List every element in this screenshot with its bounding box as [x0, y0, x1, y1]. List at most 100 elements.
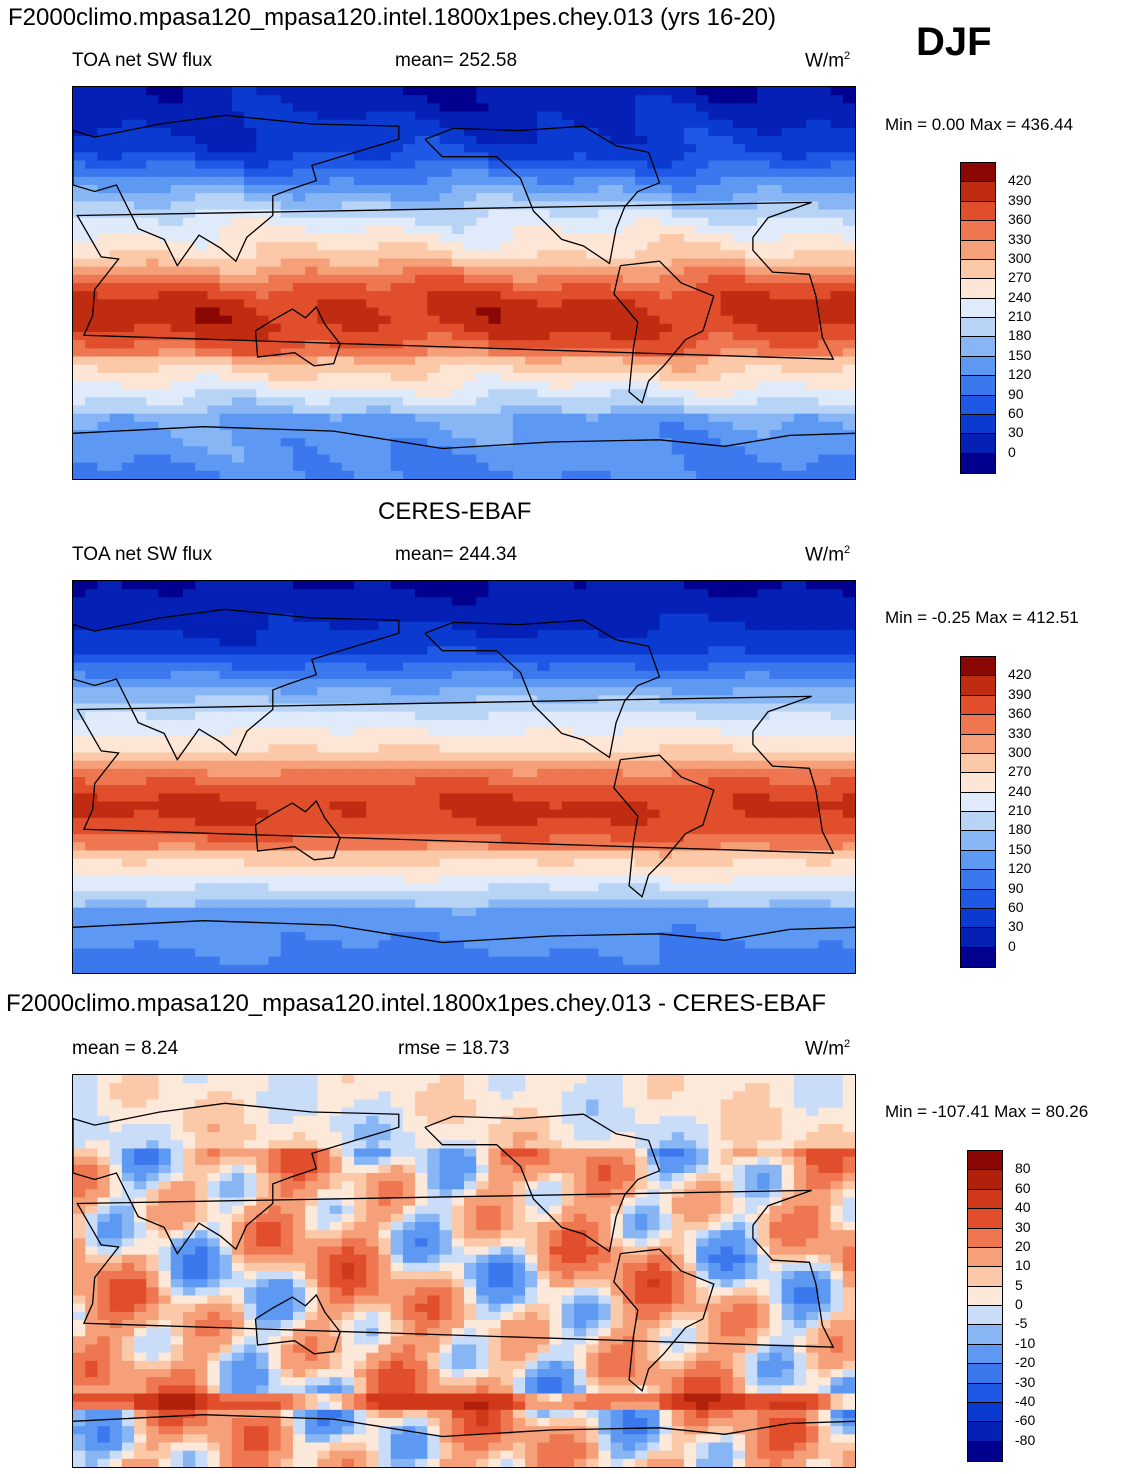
colorbar-tick-label: -10 — [1015, 1334, 1036, 1351]
panel3-colorbar — [967, 1150, 1003, 1462]
colorbar-tick-label: 30 — [1015, 1218, 1031, 1235]
colorbar-swatch — [961, 434, 995, 454]
colorbar-swatch — [961, 240, 995, 260]
coastline — [73, 1102, 400, 1255]
colorbar-swatch — [961, 259, 995, 280]
colorbar-tick-label: 420 — [1008, 666, 1032, 683]
coastline — [424, 125, 661, 265]
colorbar-swatch — [961, 734, 995, 754]
coastline — [254, 1293, 341, 1355]
colorbar-swatch — [968, 1170, 1002, 1190]
colorbar-tick-label: 300 — [1008, 249, 1032, 266]
colorbar-swatch — [961, 715, 995, 735]
coastline — [613, 260, 715, 404]
coastline — [424, 619, 661, 759]
season-label: DJF — [916, 20, 992, 64]
colorbar-tick-label: 210 — [1008, 308, 1032, 324]
panel1-minmax: Min = 0.00 Max = 436.44 — [885, 115, 1074, 134]
colorbar-swatch — [961, 337, 995, 357]
panel3-units: W/m2 — [805, 1038, 851, 1060]
figure-title: F2000climo.mpasa120_mpasa120.intel.1800x… — [8, 4, 777, 31]
colorbar-tick-label: 5 — [1015, 1276, 1023, 1293]
colorbar-swatch — [968, 1402, 1002, 1423]
colorbar-tick-label: 240 — [1008, 782, 1032, 799]
colorbar-swatch — [968, 1151, 1002, 1171]
colorbar-tick-label: 20 — [1015, 1237, 1031, 1254]
coastline — [73, 114, 400, 267]
panel2-colorbar — [960, 656, 996, 968]
colorbar-tick-label: 90 — [1008, 385, 1024, 402]
colorbar-swatch — [968, 1441, 1002, 1461]
colorbar-swatch — [961, 812, 995, 832]
panel3-heading: F2000climo.mpasa120_mpasa120.intel.1800x… — [6, 990, 827, 1017]
coastline — [73, 608, 400, 761]
coastline — [76, 201, 835, 360]
coastline — [73, 920, 855, 944]
colorbar-tick-label: 300 — [1008, 743, 1032, 760]
colorbar-swatch — [968, 1228, 1002, 1248]
colorbar-tick-label: 330 — [1008, 230, 1032, 247]
colorbar-swatch — [968, 1364, 1002, 1384]
colorbar-swatch — [961, 395, 995, 415]
colorbar-swatch — [968, 1247, 1002, 1268]
colorbar-tick-label: 30 — [1008, 424, 1024, 441]
colorbar-tick-label: -40 — [1015, 1392, 1036, 1409]
colorbar-swatch — [968, 1344, 1002, 1365]
colorbar-swatch — [961, 928, 995, 948]
colorbar-swatch — [961, 889, 995, 909]
colorbar-tick-label: 0 — [1008, 937, 1016, 954]
colorbar-tick-label: 150 — [1008, 840, 1032, 857]
colorbar-swatch — [961, 298, 995, 318]
colorbar-tick-label: 90 — [1008, 879, 1024, 896]
colorbar-tick-label: 420 — [1008, 172, 1032, 189]
colorbar-swatch — [968, 1267, 1002, 1287]
coastline — [76, 1189, 835, 1348]
coastline — [254, 799, 341, 861]
colorbar-tick-label: 240 — [1008, 288, 1032, 305]
coastline — [254, 305, 341, 367]
colorbar-tick-label: 60 — [1015, 1179, 1031, 1196]
panel1-units: W/m2 — [805, 50, 851, 72]
colorbar-swatch — [961, 870, 995, 890]
colorbar-tick-label: 360 — [1008, 705, 1032, 722]
panel2-map — [72, 580, 856, 974]
coastline — [613, 754, 715, 898]
colorbar-swatch — [961, 163, 995, 183]
colorbar-tick-label: 360 — [1008, 211, 1032, 228]
panel3-rmse-label: rmse = 18.73 — [398, 1038, 510, 1059]
coastline — [73, 426, 855, 450]
colorbar-tick-label: 120 — [1008, 860, 1032, 877]
colorbar-swatch — [961, 356, 995, 377]
colorbar-tick-label: 150 — [1008, 346, 1032, 363]
colorbar-swatch — [961, 676, 995, 696]
panel1-colorbar — [960, 162, 996, 474]
colorbar-swatch — [961, 279, 995, 299]
colorbar-tick-label: 330 — [1008, 724, 1032, 741]
coastline — [73, 1414, 855, 1438]
colorbar-tick-label: 270 — [1008, 269, 1032, 286]
colorbar-tick-label: 60 — [1008, 898, 1024, 915]
colorbar-swatch — [961, 201, 995, 222]
coastline — [424, 1113, 661, 1253]
colorbar-tick-label: -20 — [1015, 1354, 1036, 1371]
colorbar-swatch — [968, 1306, 1002, 1326]
colorbar-tick-label: 60 — [1008, 404, 1024, 421]
panel1-left-label: TOA net SW flux — [72, 50, 213, 71]
colorbar-swatch — [968, 1422, 1002, 1442]
panel1-mean-label: mean= 252.58 — [395, 50, 518, 71]
panel3-minmax: Min = -107.41 Max = 80.26 — [885, 1102, 1089, 1121]
colorbar-tick-label: -30 — [1015, 1373, 1036, 1390]
colorbar-swatch — [961, 792, 995, 812]
colorbar-tick-label: 0 — [1015, 1296, 1023, 1312]
colorbar-swatch — [968, 1209, 1002, 1229]
colorbar-tick-label: 0 — [1008, 443, 1016, 460]
panel2-minmax: Min = -0.25 Max = 412.51 — [885, 608, 1079, 627]
colorbar-swatch — [961, 695, 995, 716]
coastline — [76, 695, 835, 854]
colorbar-swatch — [961, 947, 995, 967]
panel2-heading: CERES-EBAF — [378, 498, 532, 525]
panel2-units: W/m2 — [805, 544, 851, 566]
colorbar-tick-label: 180 — [1008, 327, 1032, 344]
colorbar-swatch — [961, 318, 995, 338]
colorbar-swatch — [961, 753, 995, 774]
